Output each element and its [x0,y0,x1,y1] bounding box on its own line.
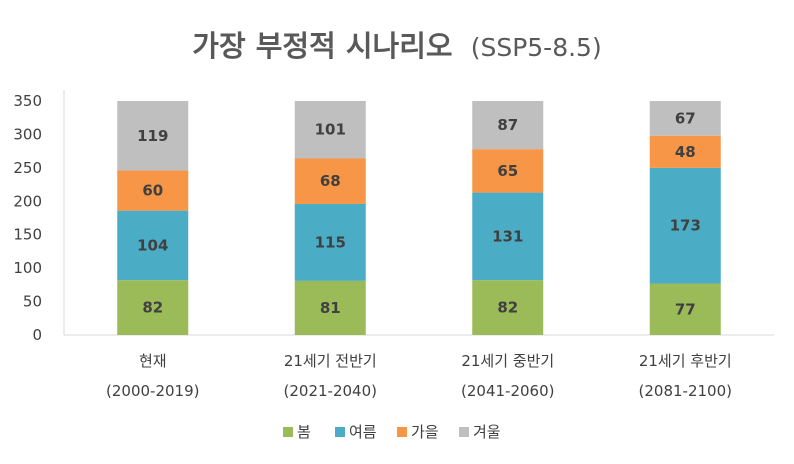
bar-segment [472,149,544,193]
chart-title-sub: (SSP5-8.5) [471,33,602,62]
bar-segment [472,280,544,335]
y-tick-label: 350 [13,92,42,110]
bar-segment [472,192,544,281]
chart-title: 가장 부정적 시나리오 (SSP5-8.5) [192,29,601,63]
data-label: 68 [320,172,341,190]
bar-segment [472,101,544,150]
y-tick-label: 200 [13,192,42,210]
data-label: 48 [675,143,696,161]
bar-segment [649,283,721,335]
x-category-label: 21세기 중반기 [461,352,554,370]
x-category-period: (2041-2060) [461,382,554,400]
legend-label: 봄 [297,423,311,441]
legend-swatch [335,427,345,437]
data-label: 81 [320,299,341,317]
legend-swatch [283,427,293,437]
x-category-period: (2081-2100) [639,382,732,400]
bar-segment [649,167,721,284]
y-tick-label: 0 [32,326,42,344]
plot-area: 0 50 100 150 200 250 300 350 82 104 60 119 현재 (2000-2… [13,90,774,400]
legend-label: 겨울 [473,423,501,441]
data-label: 173 [670,217,701,235]
data-label: 87 [497,116,518,134]
x-category-label: 21세기 후반기 [639,352,732,370]
bar-segment [294,158,366,204]
data-label: 82 [497,299,518,317]
bar-segment [117,280,189,335]
data-label: 77 [675,300,696,318]
bar-segment [294,280,366,335]
bar-segment [117,210,189,281]
x-category-label: 21세기 전반기 [284,352,377,370]
data-label: 119 [137,127,168,145]
chart-title-main: 가장 부정적 시나리오 [192,29,452,63]
legend: 봄 여름 가을 겨울 [283,423,501,441]
legend-swatch [397,427,407,437]
legend-label: 여름 [349,423,377,441]
y-tick-label: 150 [13,226,42,244]
data-label: 101 [315,121,346,139]
y-tick-label: 250 [13,159,42,177]
bar-segment [117,101,189,171]
data-label: 60 [142,182,163,200]
bar-segment [649,135,721,168]
y-tick-label: 50 [23,293,42,311]
y-tick-label: 300 [13,125,42,143]
x-category-period: (2021-2040) [284,382,377,400]
bar-segment [294,101,366,159]
data-label: 82 [142,299,163,317]
legend-label: 가을 [411,423,439,441]
data-label: 65 [497,162,518,180]
data-label: 67 [675,109,696,127]
x-category-label: 현재 [139,352,167,370]
bar-segment [294,203,366,281]
data-label: 115 [315,233,346,251]
x-category-period: (2000-2019) [106,382,199,400]
data-label: 131 [492,227,523,245]
bar-segment [649,101,721,136]
y-tick-label: 100 [13,259,42,277]
data-label: 104 [137,236,168,254]
legend-swatch [459,427,469,437]
bar-segment [117,170,189,211]
